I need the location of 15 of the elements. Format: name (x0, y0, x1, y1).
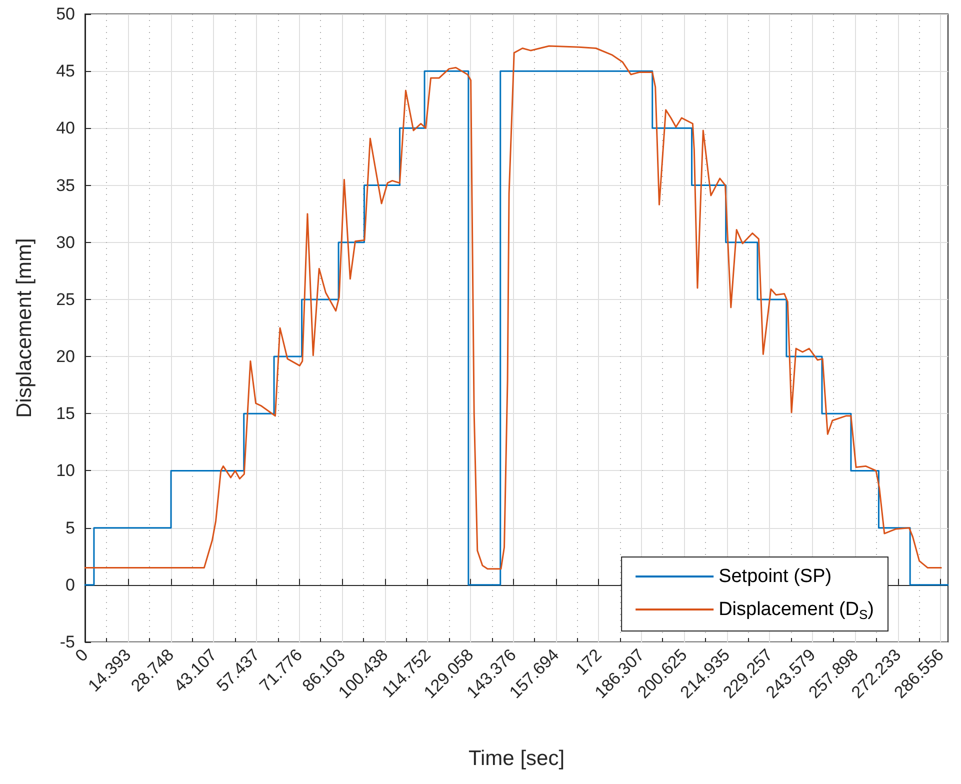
y-tick-label: 50 (56, 4, 75, 24)
x-axis-title: Time [sec] (468, 747, 565, 770)
y-tick-label: 5 (66, 518, 75, 538)
y-tick-label: 35 (56, 176, 75, 195)
y-tick-label: 25 (56, 290, 75, 309)
legend-label: Setpoint (SP) (718, 566, 832, 587)
y-tick-label: -5 (60, 632, 75, 652)
y-tick-label: 10 (56, 461, 75, 480)
y-tick-label: 0 (66, 575, 75, 594)
y-tick-label: 15 (56, 404, 75, 424)
y-axis-title: Displacement [mm] (13, 238, 36, 418)
y-tick-label: 45 (56, 62, 75, 81)
y-tick-label: 40 (56, 118, 75, 138)
y-tick-label: 20 (56, 347, 75, 366)
y-tick-label: 30 (56, 232, 75, 252)
